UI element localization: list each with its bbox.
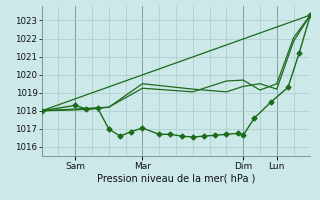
X-axis label: Pression niveau de la mer( hPa ): Pression niveau de la mer( hPa ): [97, 173, 255, 183]
